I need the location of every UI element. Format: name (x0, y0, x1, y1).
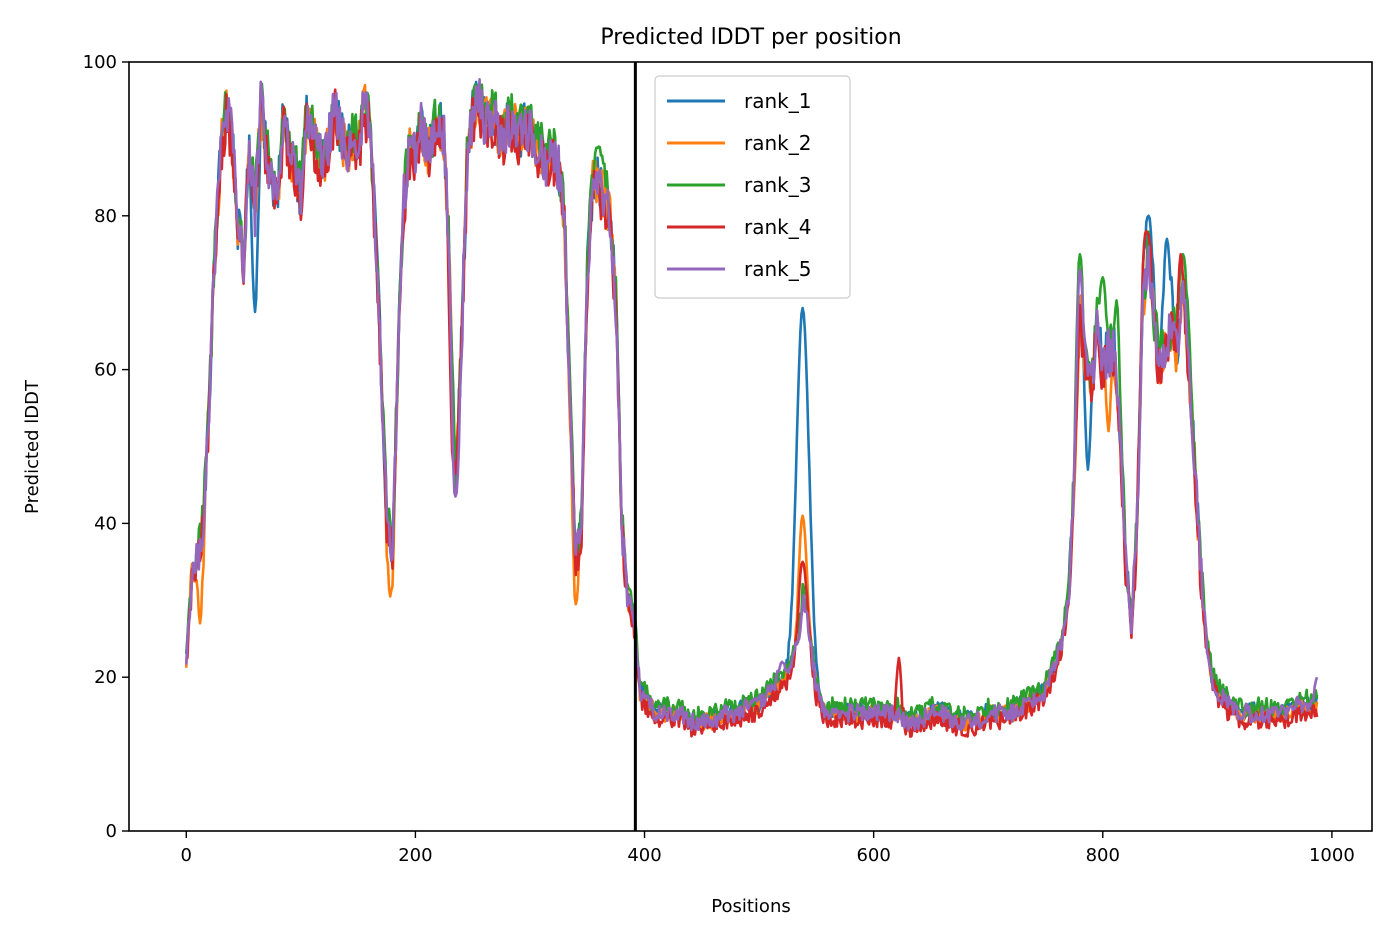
x-tick-label: 400 (627, 845, 661, 866)
y-axis-ticks: 0 20 40 60 80 100 (83, 52, 129, 842)
legend-label: rank_1 (744, 89, 811, 113)
plot-frame (128, 61, 1373, 832)
legend-label: rank_3 (744, 173, 811, 197)
plot-series-lines (184, 78, 1319, 738)
y-axis-label: Predicted lDDT (22, 379, 43, 514)
legend-frame (654, 75, 851, 299)
legend-label: rank_2 (744, 131, 811, 155)
x-tick-label: 1000 (1309, 845, 1355, 866)
y-tick-label: 100 (83, 52, 117, 73)
y-tick-label: 60 (94, 360, 117, 381)
x-tick-label: 200 (398, 845, 432, 866)
x-axis-ticks: 0 200 400 600 800 1000 (181, 831, 1355, 866)
x-tick-label: 600 (856, 845, 890, 866)
legend-label: rank_4 (744, 215, 811, 239)
y-tick-label: 80 (94, 206, 117, 227)
x-tick-label: 800 (1086, 845, 1120, 866)
x-axis-label: Positions (711, 896, 790, 917)
y-tick-label: 20 (94, 667, 117, 688)
legend: rank_1 rank_2 rank_3 rank_4 rank_5 (654, 75, 851, 299)
series-line-rank_5 (184, 78, 1319, 732)
y-tick-label: 0 (106, 821, 117, 842)
legend-label: rank_5 (744, 257, 811, 281)
x-tick-label: 0 (181, 845, 192, 866)
y-tick-label: 40 (94, 513, 117, 534)
chart-title: Predicted lDDT per position (600, 25, 901, 50)
